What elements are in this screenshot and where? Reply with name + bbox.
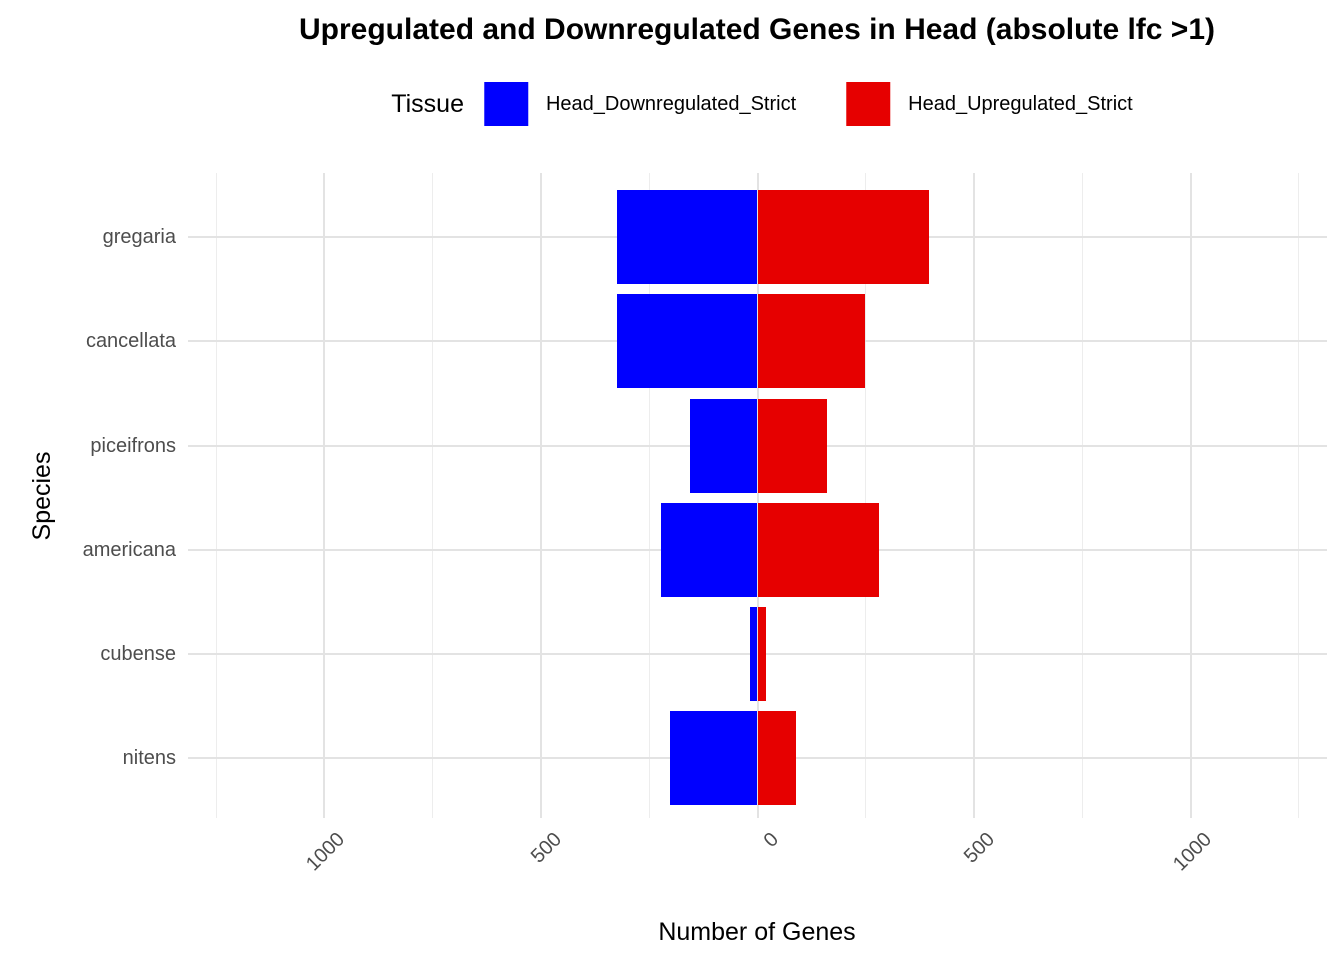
x-tick-label: 500	[526, 828, 566, 868]
legend-key-swatch-blue-icon	[483, 82, 528, 126]
gridline-x-minor	[1298, 173, 1300, 818]
legend-title: Tissue	[391, 89, 464, 118]
y-axis-title: Species	[28, 451, 56, 541]
bar-upregulated	[757, 294, 865, 389]
x-tick-label: 500	[959, 828, 1000, 868]
legend: Tissue Head_Downregulated_Strict Head_Up…	[391, 82, 1133, 126]
x-tick-label: 1000	[302, 828, 350, 876]
legend-label-upregulated: Head_Upregulated_Strict	[908, 92, 1133, 115]
bar-downregulated	[669, 711, 758, 805]
gridline-x-minor	[648, 173, 650, 818]
bar-upregulated	[757, 502, 880, 597]
gridline-x-minor	[865, 173, 867, 818]
gridline-x-minor	[215, 173, 217, 818]
legend-key-swatch-red-icon	[846, 82, 891, 126]
plot-panel	[188, 173, 1327, 818]
x-tick-label: 1000	[1168, 828, 1216, 876]
y-tick-label: nitens	[122, 747, 176, 769]
bar-downregulated	[749, 606, 758, 701]
gridline-x-major	[756, 173, 759, 818]
y-tick-label: cubense	[100, 642, 176, 665]
gridline-x-major	[323, 173, 326, 818]
bar-downregulated	[689, 398, 758, 493]
bar-downregulated	[661, 502, 758, 597]
legend-item-upregulated: Head_Upregulated_Strict	[846, 82, 1133, 126]
bar-downregulated	[616, 294, 758, 389]
gridline-x-major	[539, 173, 542, 818]
y-tick-label: gregaria	[102, 226, 176, 249]
gridline-x-major	[1189, 173, 1192, 818]
legend-item-downregulated: Head_Downregulated_Strict	[483, 82, 797, 126]
y-tick-label: americana	[82, 538, 176, 561]
chart-title: Upregulated and Downregulated Genes in H…	[299, 13, 1215, 46]
x-tick-label: 0	[759, 828, 783, 852]
bar-upregulated	[757, 711, 796, 805]
bar-upregulated	[757, 606, 767, 701]
y-tick-label: cancellata	[85, 330, 176, 353]
y-tick-label: piceifrons	[90, 434, 176, 457]
bar-upregulated	[757, 190, 929, 285]
legend-label-downregulated: Head_Downregulated_Strict	[545, 92, 797, 115]
bar-downregulated	[616, 190, 758, 285]
bar-upregulated	[757, 398, 827, 493]
gridline-x-minor	[1081, 173, 1083, 818]
gridline-x-major	[973, 173, 976, 818]
gridline-x-minor	[432, 173, 434, 818]
x-axis-title: Number of Genes	[658, 918, 856, 946]
